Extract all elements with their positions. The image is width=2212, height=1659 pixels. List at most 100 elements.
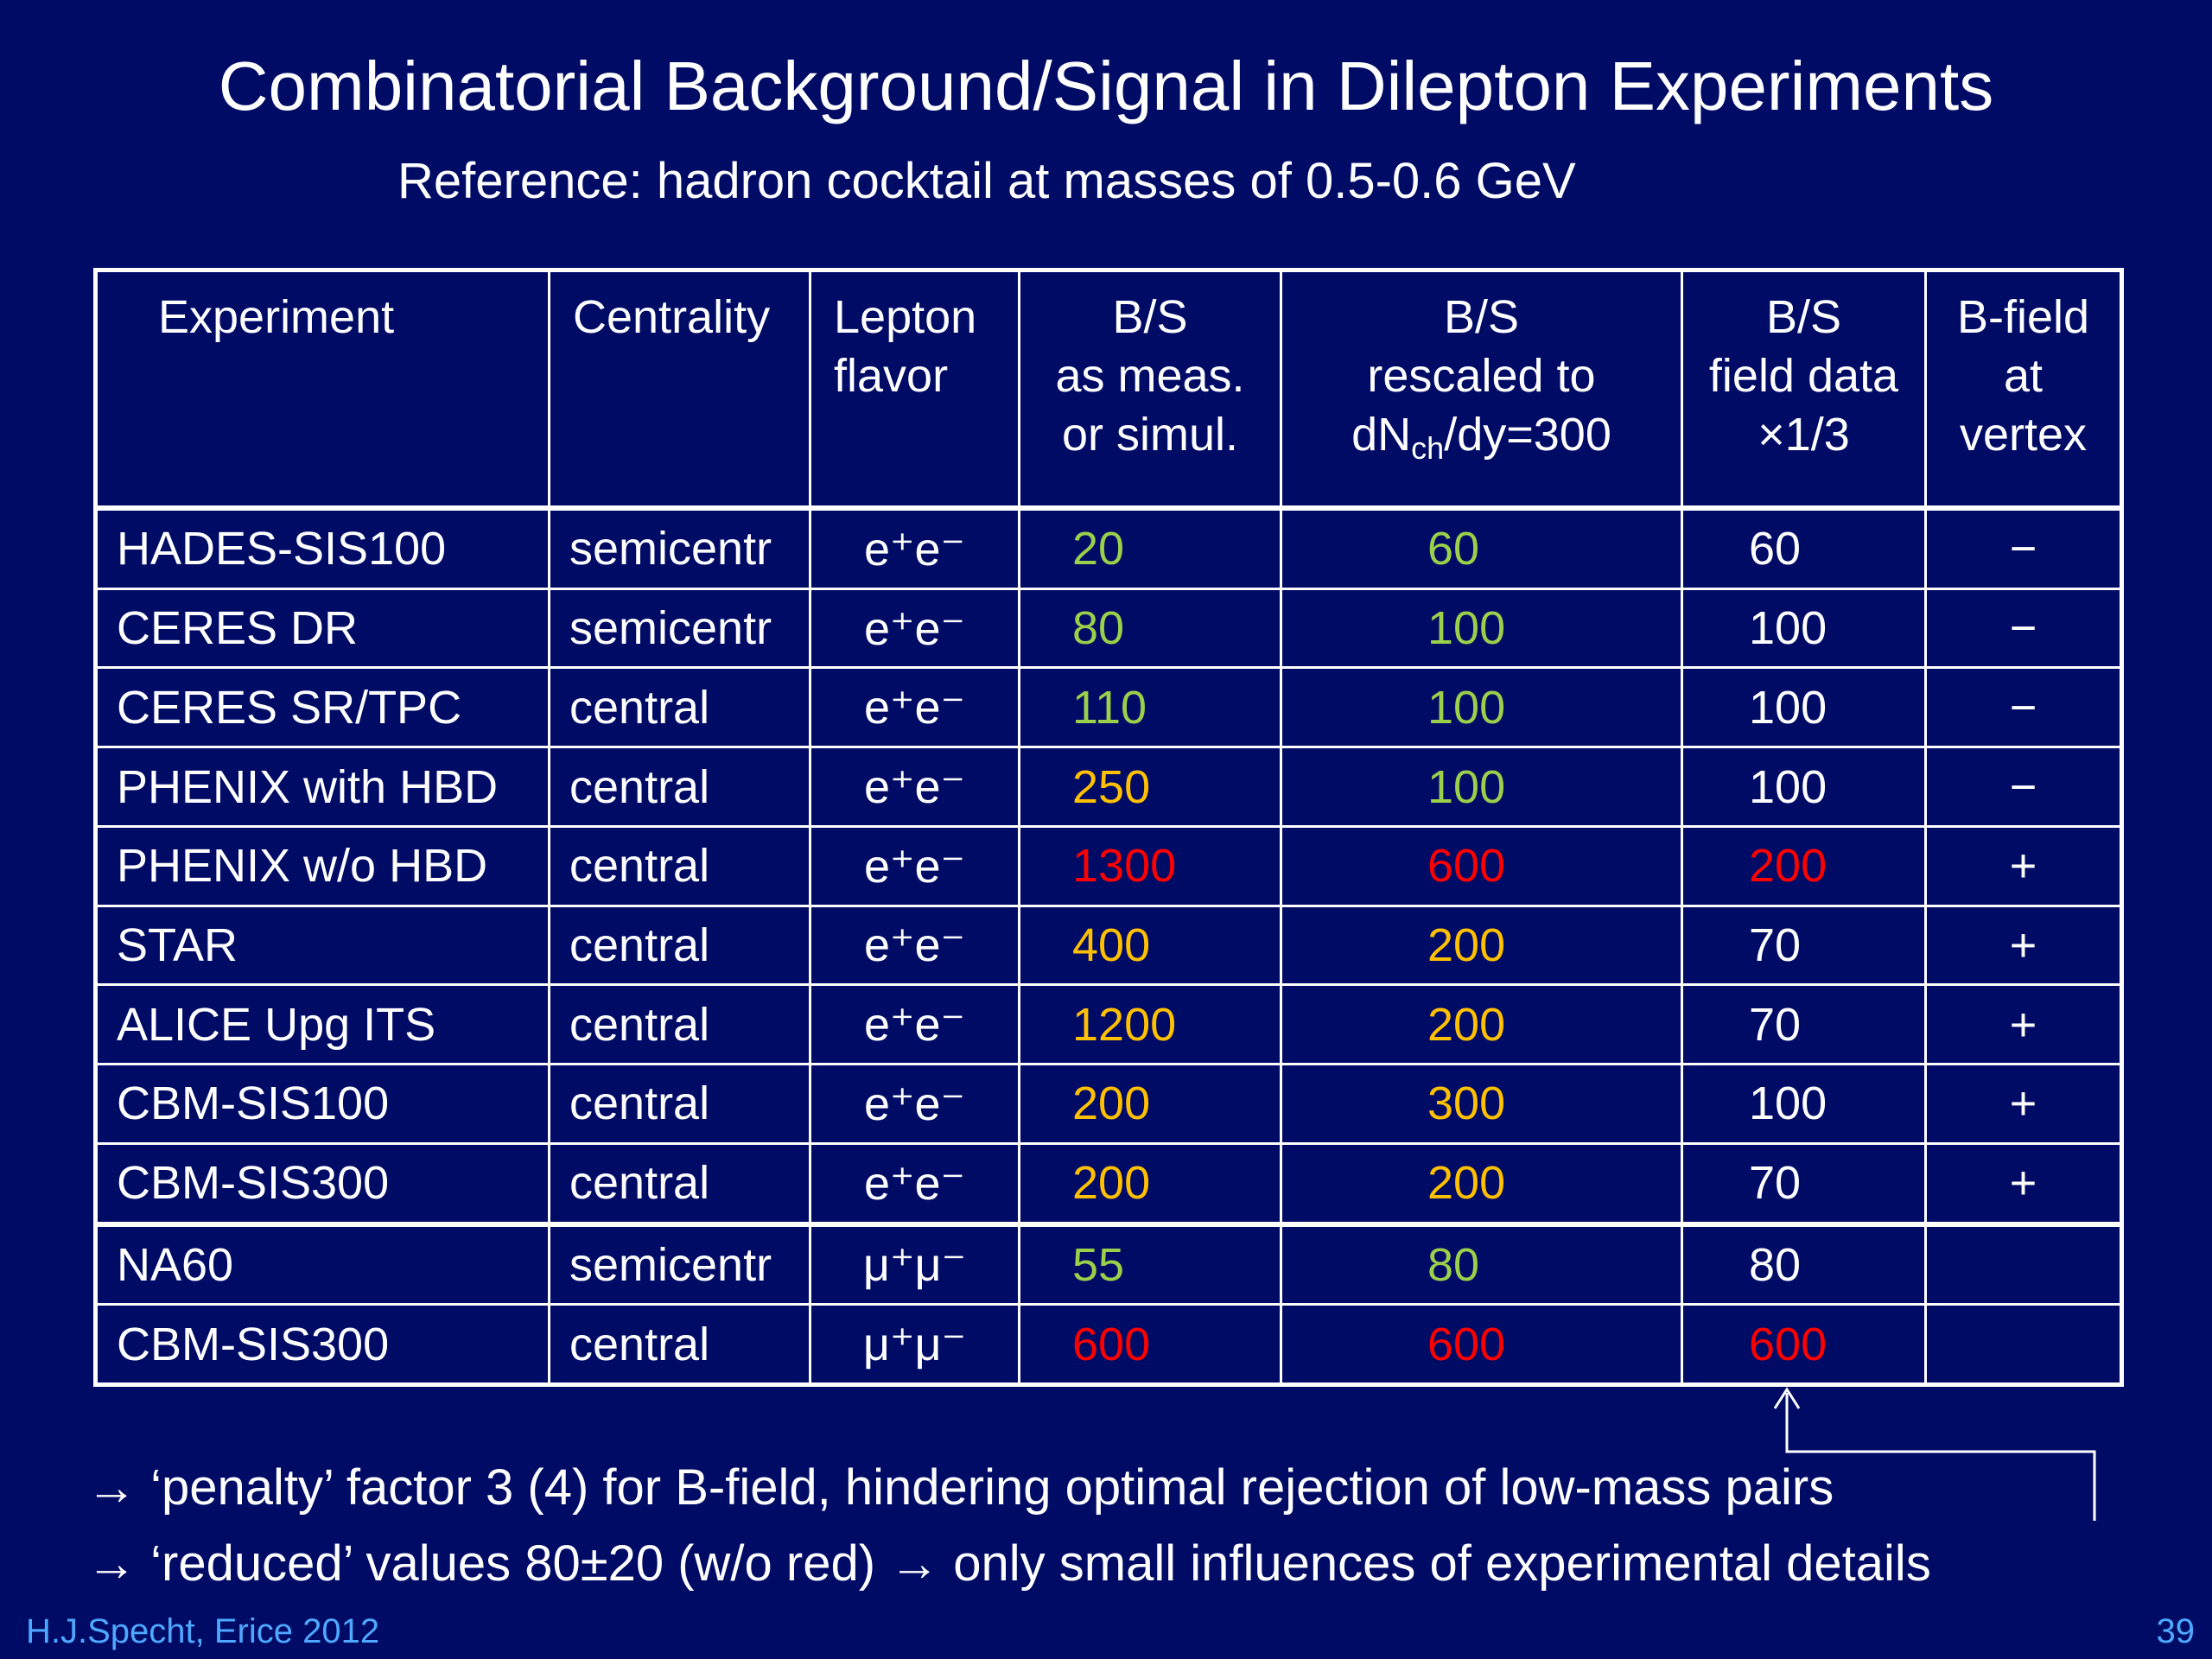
cell-bs-rescaled: 80 — [1280, 1221, 1683, 1306]
cell-bs-field-data: 70 — [1681, 1141, 1927, 1226]
cell-bs-measured: 80 — [1018, 587, 1282, 670]
cell-lepton-flavor: e⁺e⁻ — [809, 506, 1020, 590]
cell-lepton-flavor: e⁺e⁻ — [809, 824, 1020, 907]
cell-centrality: central — [548, 824, 811, 907]
cell-bs-rescaled: 100 — [1280, 746, 1683, 828]
cell-lepton-flavor: μ⁺μ⁻ — [809, 1303, 1020, 1386]
cell-bs-rescaled: 100 — [1280, 666, 1683, 749]
table-row: NA60 semicentr μ⁺μ⁻ 55 80 80 — [94, 1221, 2123, 1306]
cell-experiment: CBM-SIS100 — [94, 1063, 550, 1145]
cell-experiment: STAR — [94, 904, 550, 987]
bullet-reduced-values: → ‘reduced’ values 80±20 (w/o red) → onl… — [86, 1535, 1931, 1592]
table-row: CBM-SIS300 central μ⁺μ⁻ 600 600 600 — [94, 1303, 2123, 1386]
header-bs-field-data: B/S field data ×1/3 — [1681, 269, 1927, 511]
cell-centrality: central — [548, 904, 811, 987]
cell-bs-field-data: 100 — [1681, 1063, 1927, 1145]
page-number: 39 — [2156, 1612, 2196, 1650]
table-row: CERES DR semicentr e⁺e⁻ 80 100 100− — [94, 587, 2123, 670]
cell-lepton-flavor: e⁺e⁻ — [809, 904, 1020, 987]
cell-experiment: PHENIX w/o HBD — [94, 824, 550, 907]
header-bs-rescaled: B/S rescaled to dNch/dy=300 — [1280, 269, 1683, 511]
cell-bfield-vertex: + — [1924, 1063, 2123, 1145]
cell-bs-measured: 250 — [1018, 746, 1282, 828]
cell-bs-field-data: 100 — [1681, 666, 1927, 749]
cell-experiment: ALICE Upg ITS — [94, 983, 550, 1066]
cell-bs-rescaled: 300 — [1280, 1063, 1683, 1145]
cell-bs-measured: 200 — [1018, 1063, 1282, 1145]
cell-bs-rescaled: 600 — [1280, 1303, 1683, 1386]
cell-bfield-vertex: − — [1924, 666, 2123, 749]
cell-bs-rescaled: 200 — [1280, 1141, 1683, 1226]
cell-experiment: HADES-SIS100 — [94, 506, 550, 590]
table-row: CBM-SIS300 central e⁺e⁻ 200 200 70 + — [94, 1141, 2123, 1226]
header-lepton-flavor: Lepton flavor — [809, 269, 1020, 511]
cell-bs-rescaled: 200 — [1280, 904, 1683, 987]
cell-experiment: CERES SR/TPC — [94, 666, 550, 749]
footer-author: H.J.Specht, Erice 2012 — [26, 1612, 380, 1650]
cell-bs-field-data: 100 — [1681, 587, 1927, 670]
table-row: STAR central e⁺e⁻ 400 200 70 + — [94, 904, 2123, 987]
slide-subtitle: Reference: hadron cocktail at masses of … — [397, 153, 1576, 209]
cell-centrality: semicentr — [548, 587, 811, 670]
cell-bs-field-data: 600 — [1681, 1303, 1927, 1386]
cell-centrality: central — [548, 983, 811, 1066]
cell-bs-field-data: 70 — [1681, 904, 1927, 987]
cell-lepton-flavor: e⁺e⁻ — [809, 746, 1020, 828]
cell-centrality: semicentr — [548, 506, 811, 590]
cell-bs-field-data: 80 — [1681, 1221, 1927, 1306]
cell-bs-measured: 20 — [1018, 506, 1282, 590]
cell-experiment: CBM-SIS300 — [94, 1303, 550, 1386]
cell-bs-measured: 110 — [1018, 666, 1282, 749]
bullet-penalty-factor: → ‘penalty’ factor 3 (4) for B-field, hi… — [86, 1459, 1834, 1516]
cell-lepton-flavor: e⁺e⁻ — [809, 983, 1020, 1066]
cell-lepton-flavor: e⁺e⁻ — [809, 587, 1020, 670]
cell-bs-field-data: 70 — [1681, 983, 1927, 1066]
cell-bs-measured: 1200 — [1018, 983, 1282, 1066]
cell-bfield-vertex — [1924, 1221, 2123, 1306]
cell-centrality: central — [548, 1141, 811, 1226]
cell-centrality: semicentr — [548, 1221, 811, 1306]
header-bs-measured: B/S as meas. or simul. — [1018, 269, 1282, 511]
cell-bfield-vertex: + — [1924, 1141, 2123, 1226]
cell-bs-measured: 55 — [1018, 1221, 1282, 1306]
cell-bs-field-data: 200 — [1681, 824, 1927, 907]
cell-lepton-flavor: μ⁺μ⁻ — [809, 1221, 1020, 1306]
bs-table: Experiment Centrality Lepton flavor B/S … — [93, 268, 2124, 1387]
cell-bs-rescaled: 60 — [1280, 506, 1683, 590]
cell-bfield-vertex: + — [1924, 983, 2123, 1066]
table-row: CBM-SIS100 central e⁺e⁻ 200 300 100 + — [94, 1063, 2123, 1145]
table-row: HADES-SIS100 semicentr e⁺e⁻ 20 60 60− — [94, 506, 2123, 590]
cell-centrality: central — [548, 666, 811, 749]
header-centrality: Centrality — [548, 269, 811, 511]
cell-bfield-vertex: − — [1924, 746, 2123, 828]
cell-experiment: CERES DR — [94, 587, 550, 670]
cell-experiment: NA60 — [94, 1221, 550, 1306]
cell-centrality: central — [548, 1063, 811, 1145]
cell-bs-measured: 600 — [1018, 1303, 1282, 1386]
cell-lepton-flavor: e⁺e⁻ — [809, 1063, 1020, 1145]
cell-bfield-vertex: + — [1924, 824, 2123, 907]
table-row: CERES SR/TPC central e⁺e⁻ 110 100 100− — [94, 666, 2123, 749]
cell-bfield-vertex: − — [1924, 587, 2123, 670]
header-bfield-vertex: B-field at vertex — [1924, 269, 2123, 511]
slide-title: Combinatorial Background/Signal in Dilep… — [218, 48, 1994, 124]
cell-centrality: central — [548, 746, 811, 828]
cell-bs-field-data: 60 — [1681, 506, 1927, 590]
cell-lepton-flavor: e⁺e⁻ — [809, 666, 1020, 749]
header-row: Experiment Centrality Lepton flavor B/S … — [94, 269, 2123, 511]
cell-bs-measured: 200 — [1018, 1141, 1282, 1226]
cell-centrality: central — [548, 1303, 811, 1386]
cell-experiment: CBM-SIS300 — [94, 1141, 550, 1226]
table-row: PHENIX with HBD central e⁺e⁻ 250 100 100− — [94, 746, 2123, 828]
cell-bs-rescaled: 200 — [1280, 983, 1683, 1066]
table-row: ALICE Upg ITS central e⁺e⁻ 1200 200 70 + — [94, 983, 2123, 1066]
cell-experiment: PHENIX with HBD — [94, 746, 550, 828]
cell-bfield-vertex — [1924, 1303, 2123, 1386]
cell-bs-field-data: 100 — [1681, 746, 1927, 828]
cell-bs-rescaled: 600 — [1280, 824, 1683, 907]
cell-bs-measured: 1300 — [1018, 824, 1282, 907]
table-row: PHENIX w/o HBD central e⁺e⁻ 1300 600 200 + — [94, 824, 2123, 907]
cell-lepton-flavor: e⁺e⁻ — [809, 1141, 1020, 1226]
cell-bfield-vertex: − — [1924, 506, 2123, 590]
